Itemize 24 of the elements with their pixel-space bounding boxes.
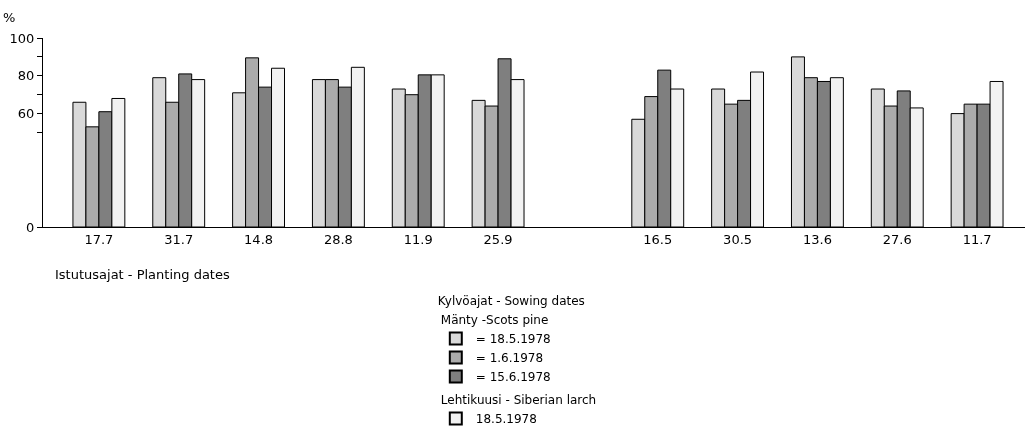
text: Mänty -Scots pine (440, 313, 549, 328)
y-tick-label: 60 (17, 106, 35, 122)
x-tick-label: 28.8 (323, 231, 353, 247)
legend-label: 18.5.1978 (475, 412, 537, 427)
y-tick-label: 100 (9, 30, 35, 46)
x-tick-label: 31.7 (164, 231, 194, 247)
x-axis-title: Istutusajat - Planting dates (55, 267, 230, 282)
y-tick-label: 80 (17, 68, 35, 84)
y-tick-label: 0 (26, 219, 35, 235)
legend-label: = 15.6.1978 (475, 370, 551, 385)
x-tick-label: 14.8 (244, 231, 274, 247)
text: Lehtikuusi - Siberian larch (440, 393, 597, 408)
legend-title: Kylvöajat - Sowing dates (437, 293, 585, 308)
x-tick-label: 27.6 (882, 231, 912, 247)
x-tick-label: 13.6 (802, 231, 832, 247)
x-tick-label: 16.5 (643, 231, 673, 247)
legend-label: = 18.5.1978 (475, 332, 551, 347)
legend-label: = 1.6.1978 (475, 351, 544, 366)
x-tick-label: 30.5 (723, 231, 753, 247)
x-tick-label: 25.9 (483, 231, 513, 247)
x-tick-label: 11.9 (403, 231, 433, 247)
x-tick-label: 11.7 (962, 231, 992, 247)
y-axis-title: % (3, 10, 16, 25)
x-tick-label: 17.7 (84, 231, 114, 247)
